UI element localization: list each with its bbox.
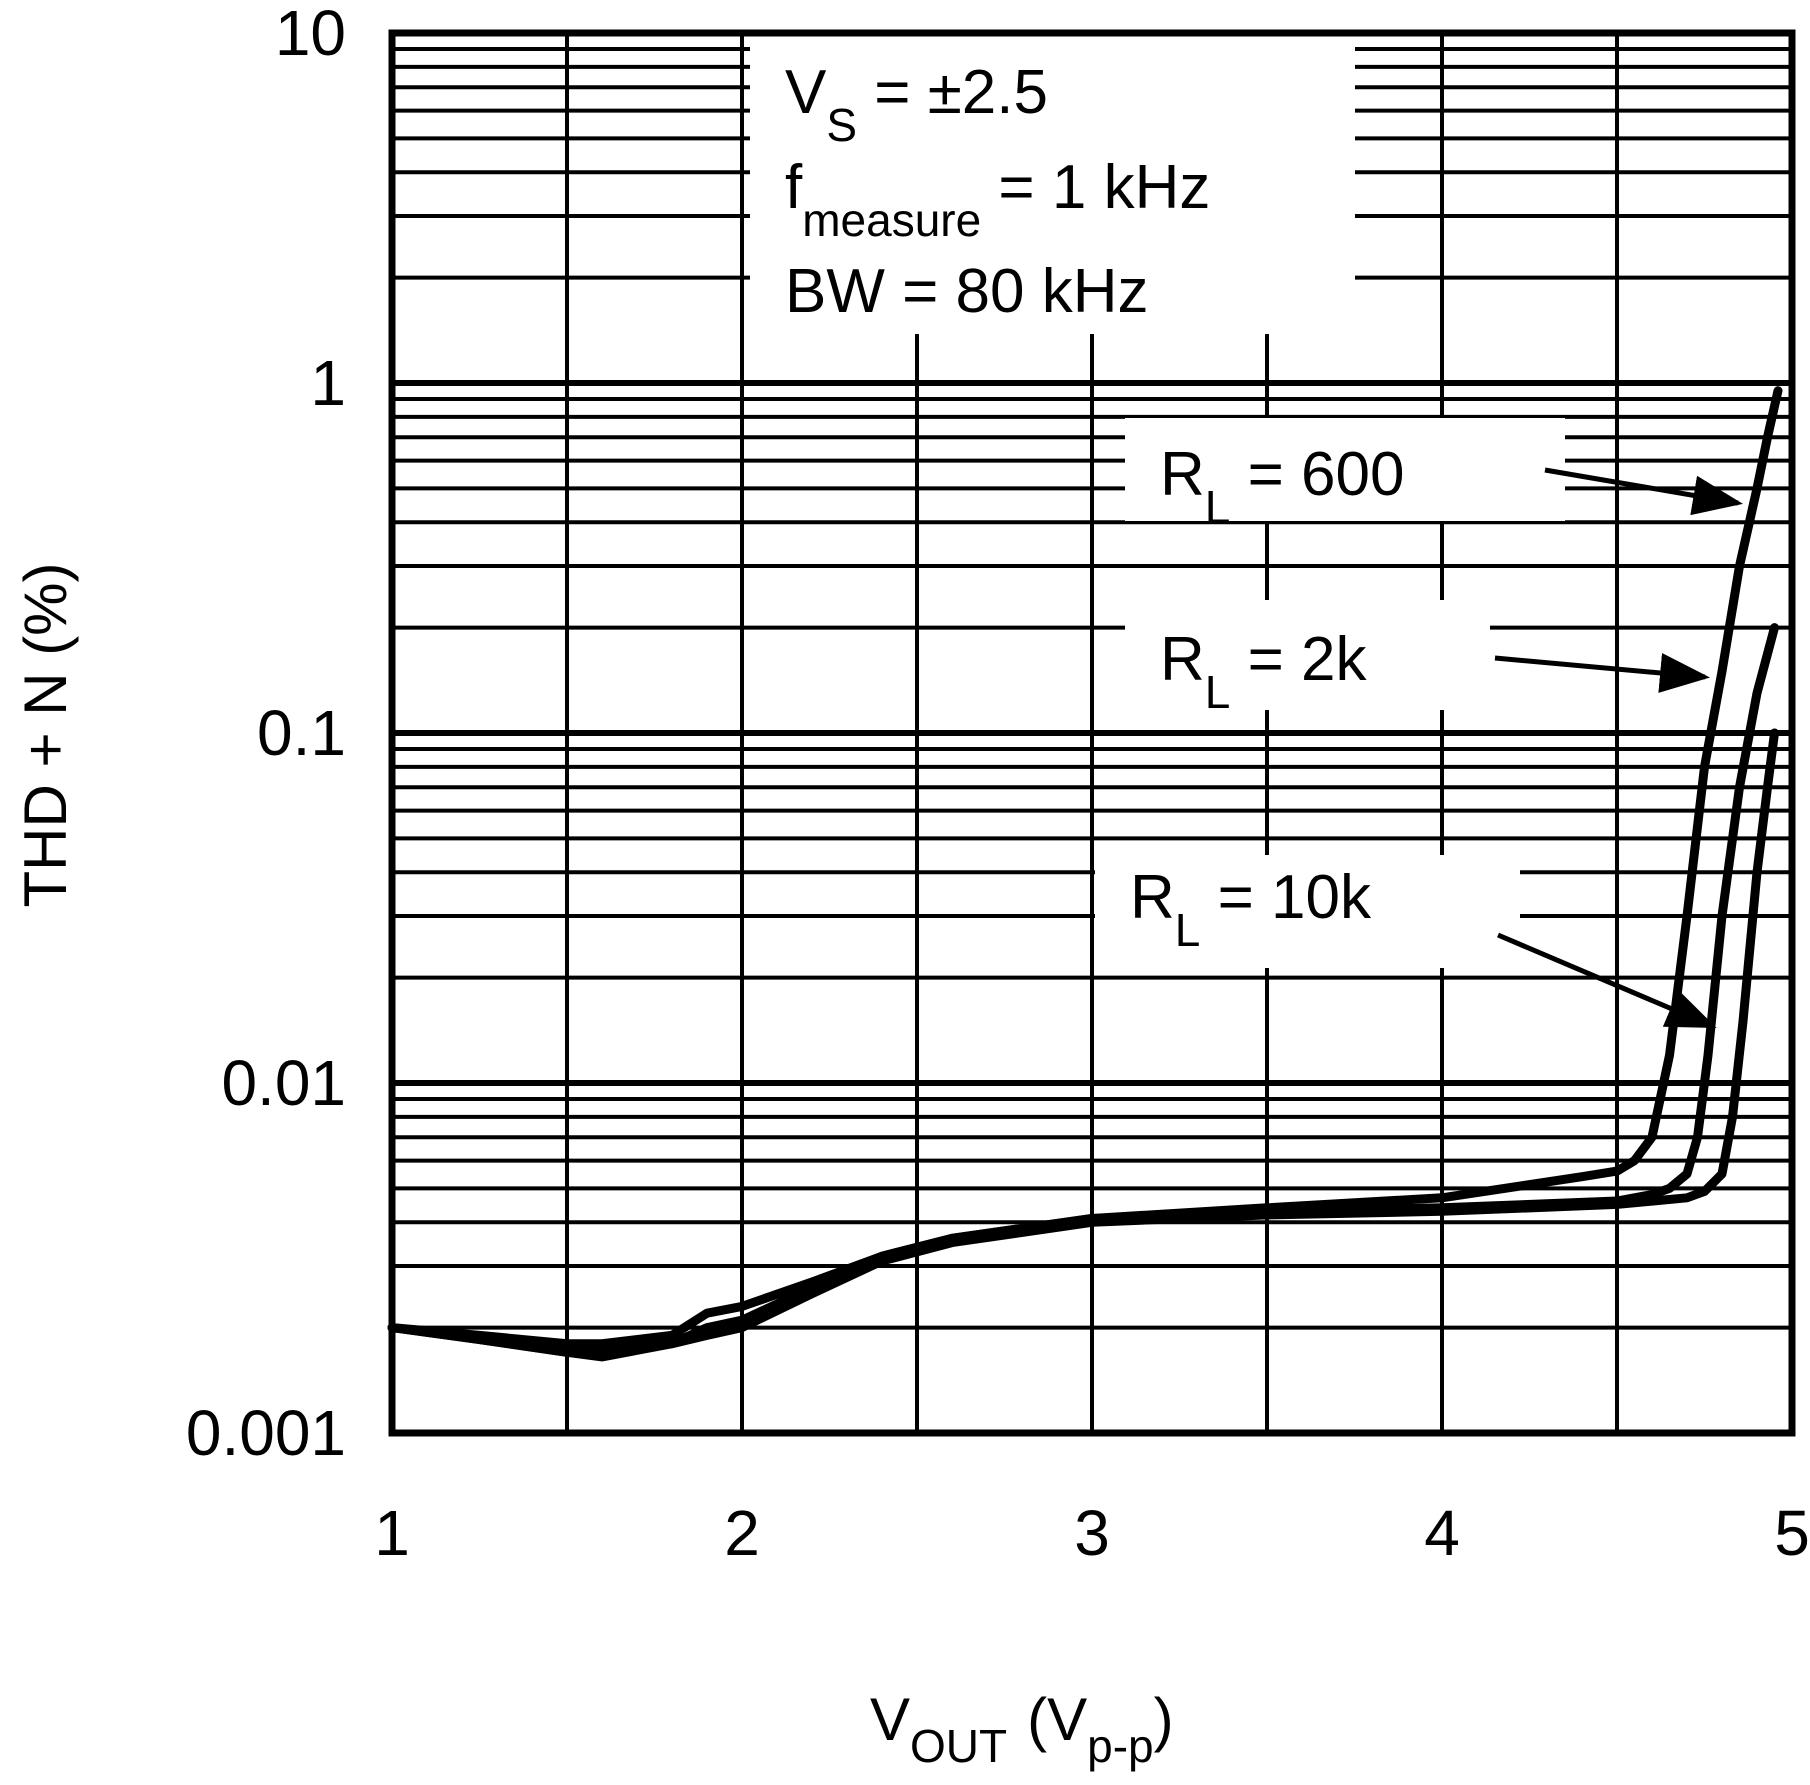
y-tick-label: 0.01 <box>221 1047 346 1119</box>
label-box-bg-600 <box>1125 418 1565 521</box>
condition-bw: BW = 80 kHz <box>785 257 1149 326</box>
y-tick-label: 0.1 <box>257 697 346 769</box>
x-tick-label: 5 <box>1774 1497 1810 1569</box>
label-box-bg-10k <box>1095 855 1520 968</box>
x-tick-label: 3 <box>1074 1497 1110 1569</box>
arrow-10k <box>1497 932 1717 1029</box>
grid-lines <box>392 33 1792 1433</box>
arrow-2k <box>1494 653 1710 693</box>
series-line-10k <box>387 728 1779 1362</box>
test-conditions: VS = ±2.5 fmeasure = 1 kHz BW = 80 kHz <box>785 58 1210 326</box>
arrow-600 <box>1544 467 1743 516</box>
condition-fmeasure: fmeasure = 1 kHz <box>785 153 1210 246</box>
plot-frame <box>388 29 1796 1437</box>
x-tick-labels: 1 2 3 4 5 <box>374 1497 1810 1569</box>
x-tick-label: 1 <box>374 1497 410 1569</box>
series-line-600 <box>387 386 1783 1349</box>
condition-vs: VS = ±2.5 <box>785 58 1048 151</box>
series-label-2k: RL = 2k <box>1160 625 1368 718</box>
conditions-box-bg <box>750 20 1355 334</box>
y-axis-title: THD + N (%) <box>12 563 79 908</box>
label-box-bg-2k <box>1125 600 1490 710</box>
y-tick-label: 0.001 <box>186 1397 346 1469</box>
x-tick-label: 2 <box>724 1497 760 1569</box>
x-tick-label: 4 <box>1424 1497 1460 1569</box>
y-tick-labels: 0.001 0.01 0.1 1 10 <box>186 0 346 1469</box>
y-tick-label: 10 <box>275 0 346 69</box>
series-label-10k: RL = 10k <box>1130 863 1372 956</box>
series-label-600: RL = 600 <box>1160 440 1404 533</box>
x-axis-title: VOUT (Vp-p) <box>870 1686 1174 1772</box>
y-tick-label: 1 <box>310 347 346 419</box>
